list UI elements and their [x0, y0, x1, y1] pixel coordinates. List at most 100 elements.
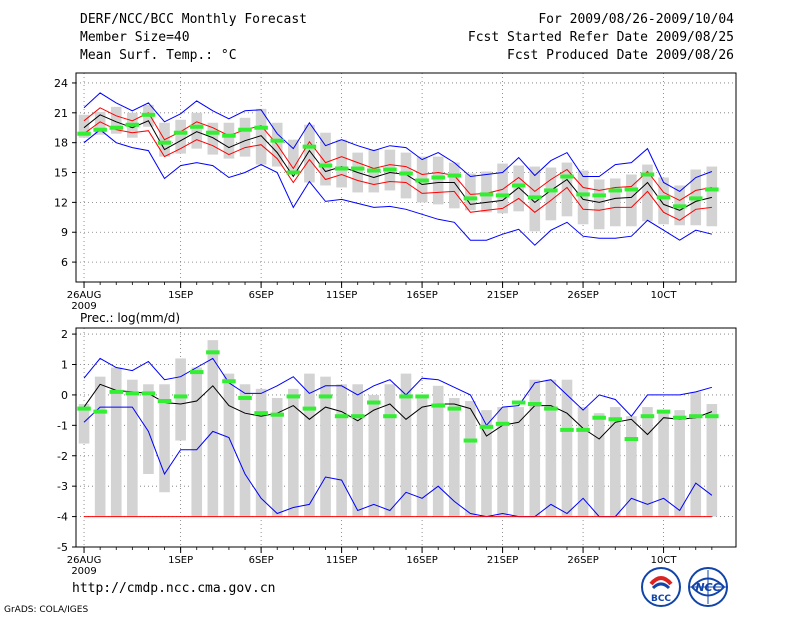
obs-mark [576, 192, 590, 197]
obs-range-bar [175, 119, 186, 154]
obs-range-bar [513, 407, 524, 517]
obs-mark [189, 370, 204, 375]
obs-range-bar [626, 174, 637, 227]
obs-range-bar [497, 407, 508, 517]
obs-range-bar [320, 376, 331, 517]
bcc-logo: BCC [640, 566, 682, 608]
obs-mark [495, 421, 510, 426]
obs-mark [544, 188, 558, 193]
obs-range-bar [143, 384, 154, 474]
y-tick-label: -2 [57, 450, 68, 463]
obs-mark [431, 403, 445, 408]
y-tick-label: 24 [54, 77, 68, 90]
obs-range-bar [706, 404, 718, 517]
obs-range-bar [239, 117, 251, 157]
y-tick-label: 15 [54, 167, 68, 180]
y-tick-label: -3 [57, 480, 68, 493]
obs-mark [157, 140, 172, 145]
obs-range-bar [481, 171, 492, 213]
x-tick-label: 26AUG [67, 555, 102, 566]
variable-label: Mean Surf. Temp.: °C [80, 48, 237, 63]
ncc-logo-text: NCC [695, 581, 720, 594]
obs-range-bar [690, 391, 702, 517]
obs-range-bar [320, 132, 331, 186]
obs-mark [479, 192, 494, 197]
obs-range-bar [593, 413, 605, 517]
obs-range-bar [368, 394, 380, 517]
y-tick-label: -5 [57, 541, 68, 554]
obs-mark [624, 437, 639, 442]
obs-mark [318, 163, 333, 168]
obs-range-bar [513, 165, 524, 212]
obs-range-bar [191, 367, 203, 517]
obs-range-bar [416, 394, 428, 517]
obs-range-bar [432, 385, 444, 517]
obs-mark [624, 187, 639, 192]
obs-range-bar [706, 166, 718, 227]
chart-title: DERF/NCC/BCC Monthly Forecast [80, 12, 307, 27]
x-tick-label: 21SEP [487, 555, 518, 566]
obs-range-bar [223, 122, 235, 159]
obs-mark [77, 406, 91, 411]
obs-range-bar [159, 384, 170, 493]
ncc-logo: NCC [684, 566, 732, 608]
obs-range-bar [255, 108, 267, 165]
obs-mark [463, 196, 478, 201]
series-line-max [83, 92, 713, 193]
grads-credit: GrADS: COLA/IGES [4, 605, 89, 615]
obs-mark [528, 195, 542, 200]
series-line-mean [83, 114, 713, 211]
x-tick-label: 11SEP [326, 290, 357, 301]
y-tick-label: -4 [57, 511, 68, 524]
obs-mark [302, 406, 317, 411]
x-tick-label: 11SEP [326, 555, 357, 566]
obs-range-bar [529, 379, 541, 517]
obs-mark [383, 414, 397, 419]
obs-mark [511, 400, 526, 405]
x-tick-label: 1SEP [168, 290, 193, 301]
obs-mark [447, 173, 462, 178]
series-line-upper [83, 107, 712, 201]
obs-mark [672, 415, 687, 420]
x-tick-label: 16SEP [406, 290, 437, 301]
x-year-label: 2009 [71, 301, 96, 312]
obs-mark [173, 394, 188, 399]
obs-mark [640, 414, 655, 419]
obs-mark [463, 438, 478, 443]
obs-mark [238, 127, 252, 132]
obs-mark [206, 130, 220, 135]
y-tick-label: 0 [61, 389, 68, 402]
obs-range-bar [191, 112, 203, 149]
obs-range-bar [288, 139, 299, 175]
obs-mark [302, 144, 317, 149]
obs-range-bar [304, 373, 315, 517]
obs-range-bar [577, 407, 589, 517]
x-tick-label: 26SEP [567, 290, 598, 301]
x-tick-label: 6SEP [249, 555, 274, 566]
obs-mark [367, 168, 381, 173]
obs-range-bar [497, 163, 508, 214]
series-line-max [83, 357, 713, 427]
obs-mark [608, 188, 623, 193]
obs-range-bar [304, 124, 315, 183]
obs-mark [447, 406, 462, 411]
y-tick-label: 21 [54, 107, 68, 120]
x-year-label: 2009 [71, 566, 96, 577]
obs-range-bar [545, 167, 557, 221]
y-tick-label: 18 [54, 137, 68, 150]
obs-mark [688, 196, 703, 201]
obs-mark [286, 394, 301, 399]
member-size-label: Member Size=40 [80, 30, 190, 45]
obs-range-bar [175, 358, 186, 441]
obs-mark [222, 379, 236, 384]
series-line-min [83, 129, 713, 246]
obs-mark [656, 195, 671, 200]
obs-mark [270, 412, 284, 417]
obs-mark [93, 127, 107, 132]
obs-range-bar [465, 401, 476, 517]
x-tick-label: 21SEP [487, 290, 518, 301]
obs-mark [688, 414, 703, 419]
fcst-started-label: Fcst Started Refer Date 2009/08/25 [467, 30, 734, 45]
source-url: http://cmdp.ncc.cma.gov.cn [72, 581, 276, 596]
